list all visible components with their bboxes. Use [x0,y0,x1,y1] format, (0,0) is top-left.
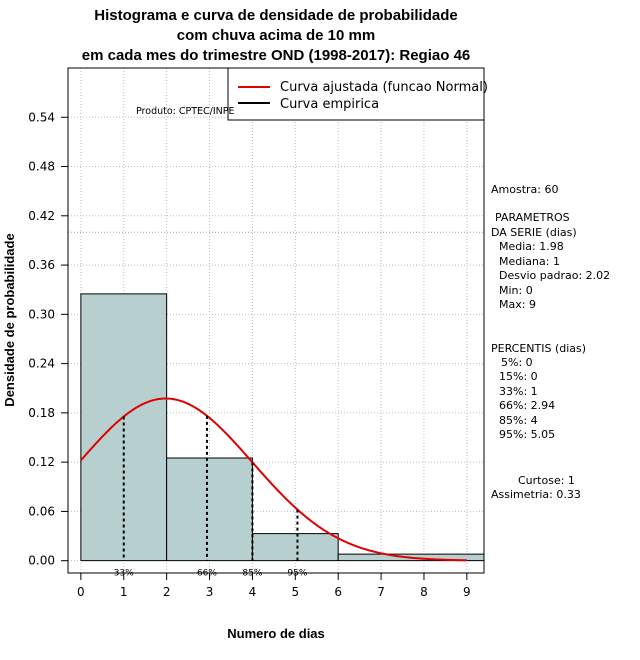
stat-p33: 33%: 1 [499,385,538,398]
stat-p95: 95%: 5.05 [499,428,555,441]
x-tick-label: 4 [249,585,257,599]
x-tick-label: 6 [334,585,342,599]
bars [80,293,485,562]
x-tick-label: 1 [120,585,128,599]
chart-title-line-1: Histograma e curva de densidade de proba… [94,7,457,24]
y-tick-label: 0.18 [28,406,55,420]
x-tick-label: 3 [206,585,214,599]
stat-mediana: Mediana: 1 [499,255,560,268]
x-tick-label: 9 [463,585,471,599]
x-tick-label: 5 [291,585,299,599]
x-tick-label: 2 [163,585,171,599]
x-tick-label: 0 [77,585,85,599]
y-tick-label: 0.00 [28,554,55,568]
y-axis-label: Densidade de probabilidade [2,233,17,406]
legend-label-normal: Curva ajustada (funcao Normal) [280,80,488,95]
stat-perc-title: PERCENTIS (dias) [491,342,586,355]
chart-title-line-2: com chuva acima de 10 mm [177,27,375,44]
percentile-marker-label: 95% [287,569,307,579]
stat-p85: 85%: 4 [499,414,538,427]
x-tick-label: 7 [377,585,385,599]
stat-max: Max: 9 [499,298,536,311]
histogram-bar [166,458,253,561]
stat-media: Media: 1.98 [499,240,564,253]
y-tick-label: 0.06 [28,504,55,518]
stat-p66: 66%: 2.94 [499,399,555,412]
produto-label: Produto: CPTEC/INPE [136,106,235,117]
stat-amostra: Amostra: 60 [491,183,558,196]
y-tick-label: 0.54 [28,110,55,124]
stat-param-title-2: DA SERIE (dias) [491,226,577,239]
stat-min: Min: 0 [499,284,533,297]
y-tick-label: 0.12 [28,455,55,469]
y-tick-label: 0.24 [28,357,55,371]
y-tick-label: 0.30 [28,307,55,321]
stat-p5: 5%: 0 [501,356,533,369]
stat-param-title-1: PARAMETROS [495,211,570,224]
histogram-bar-outline [80,293,168,561]
y-tick-label: 0.36 [28,258,55,272]
stat-assimetria: Assimetria: 0.33 [491,488,581,501]
legend-box [227,67,485,121]
stat-p15: 15%: 0 [499,370,538,383]
y-tick-label: 0.48 [28,160,55,174]
legend-label-empirical: Curva empirica [280,97,379,112]
histogram-bar [252,533,339,561]
stat-desvio: Desvio padrao: 2.02 [499,269,610,282]
legend: Curva ajustada (funcao Normal) Curva emp… [227,67,488,121]
stats-panel: Amostra: 60 PARAMETROS DA SERIE (dias) M… [491,183,610,501]
normal-fit-line [80,397,467,562]
percentile-markers: 33% 66% 85% 95% [114,415,308,579]
x-axis-label: Numero de dias [227,626,325,641]
histogram-bar [80,293,167,561]
histogram-bar-outline [166,457,253,561]
axes: 0 1 2 3 4 5 6 7 8 9 0.00 0.06 0.12 0.18 0.24 0.30 0.36 0.… [28,110,470,599]
percentile-marker-label: 66% [197,569,217,579]
stat-curtose: Curtose: 1 [518,474,575,487]
y-tick-label: 0.42 [28,209,55,223]
x-tick-label: 8 [420,585,428,599]
normal-curve [80,397,467,562]
chart-title-line-3: em cada mes do trimestre OND (1998-2017)… [82,47,471,64]
